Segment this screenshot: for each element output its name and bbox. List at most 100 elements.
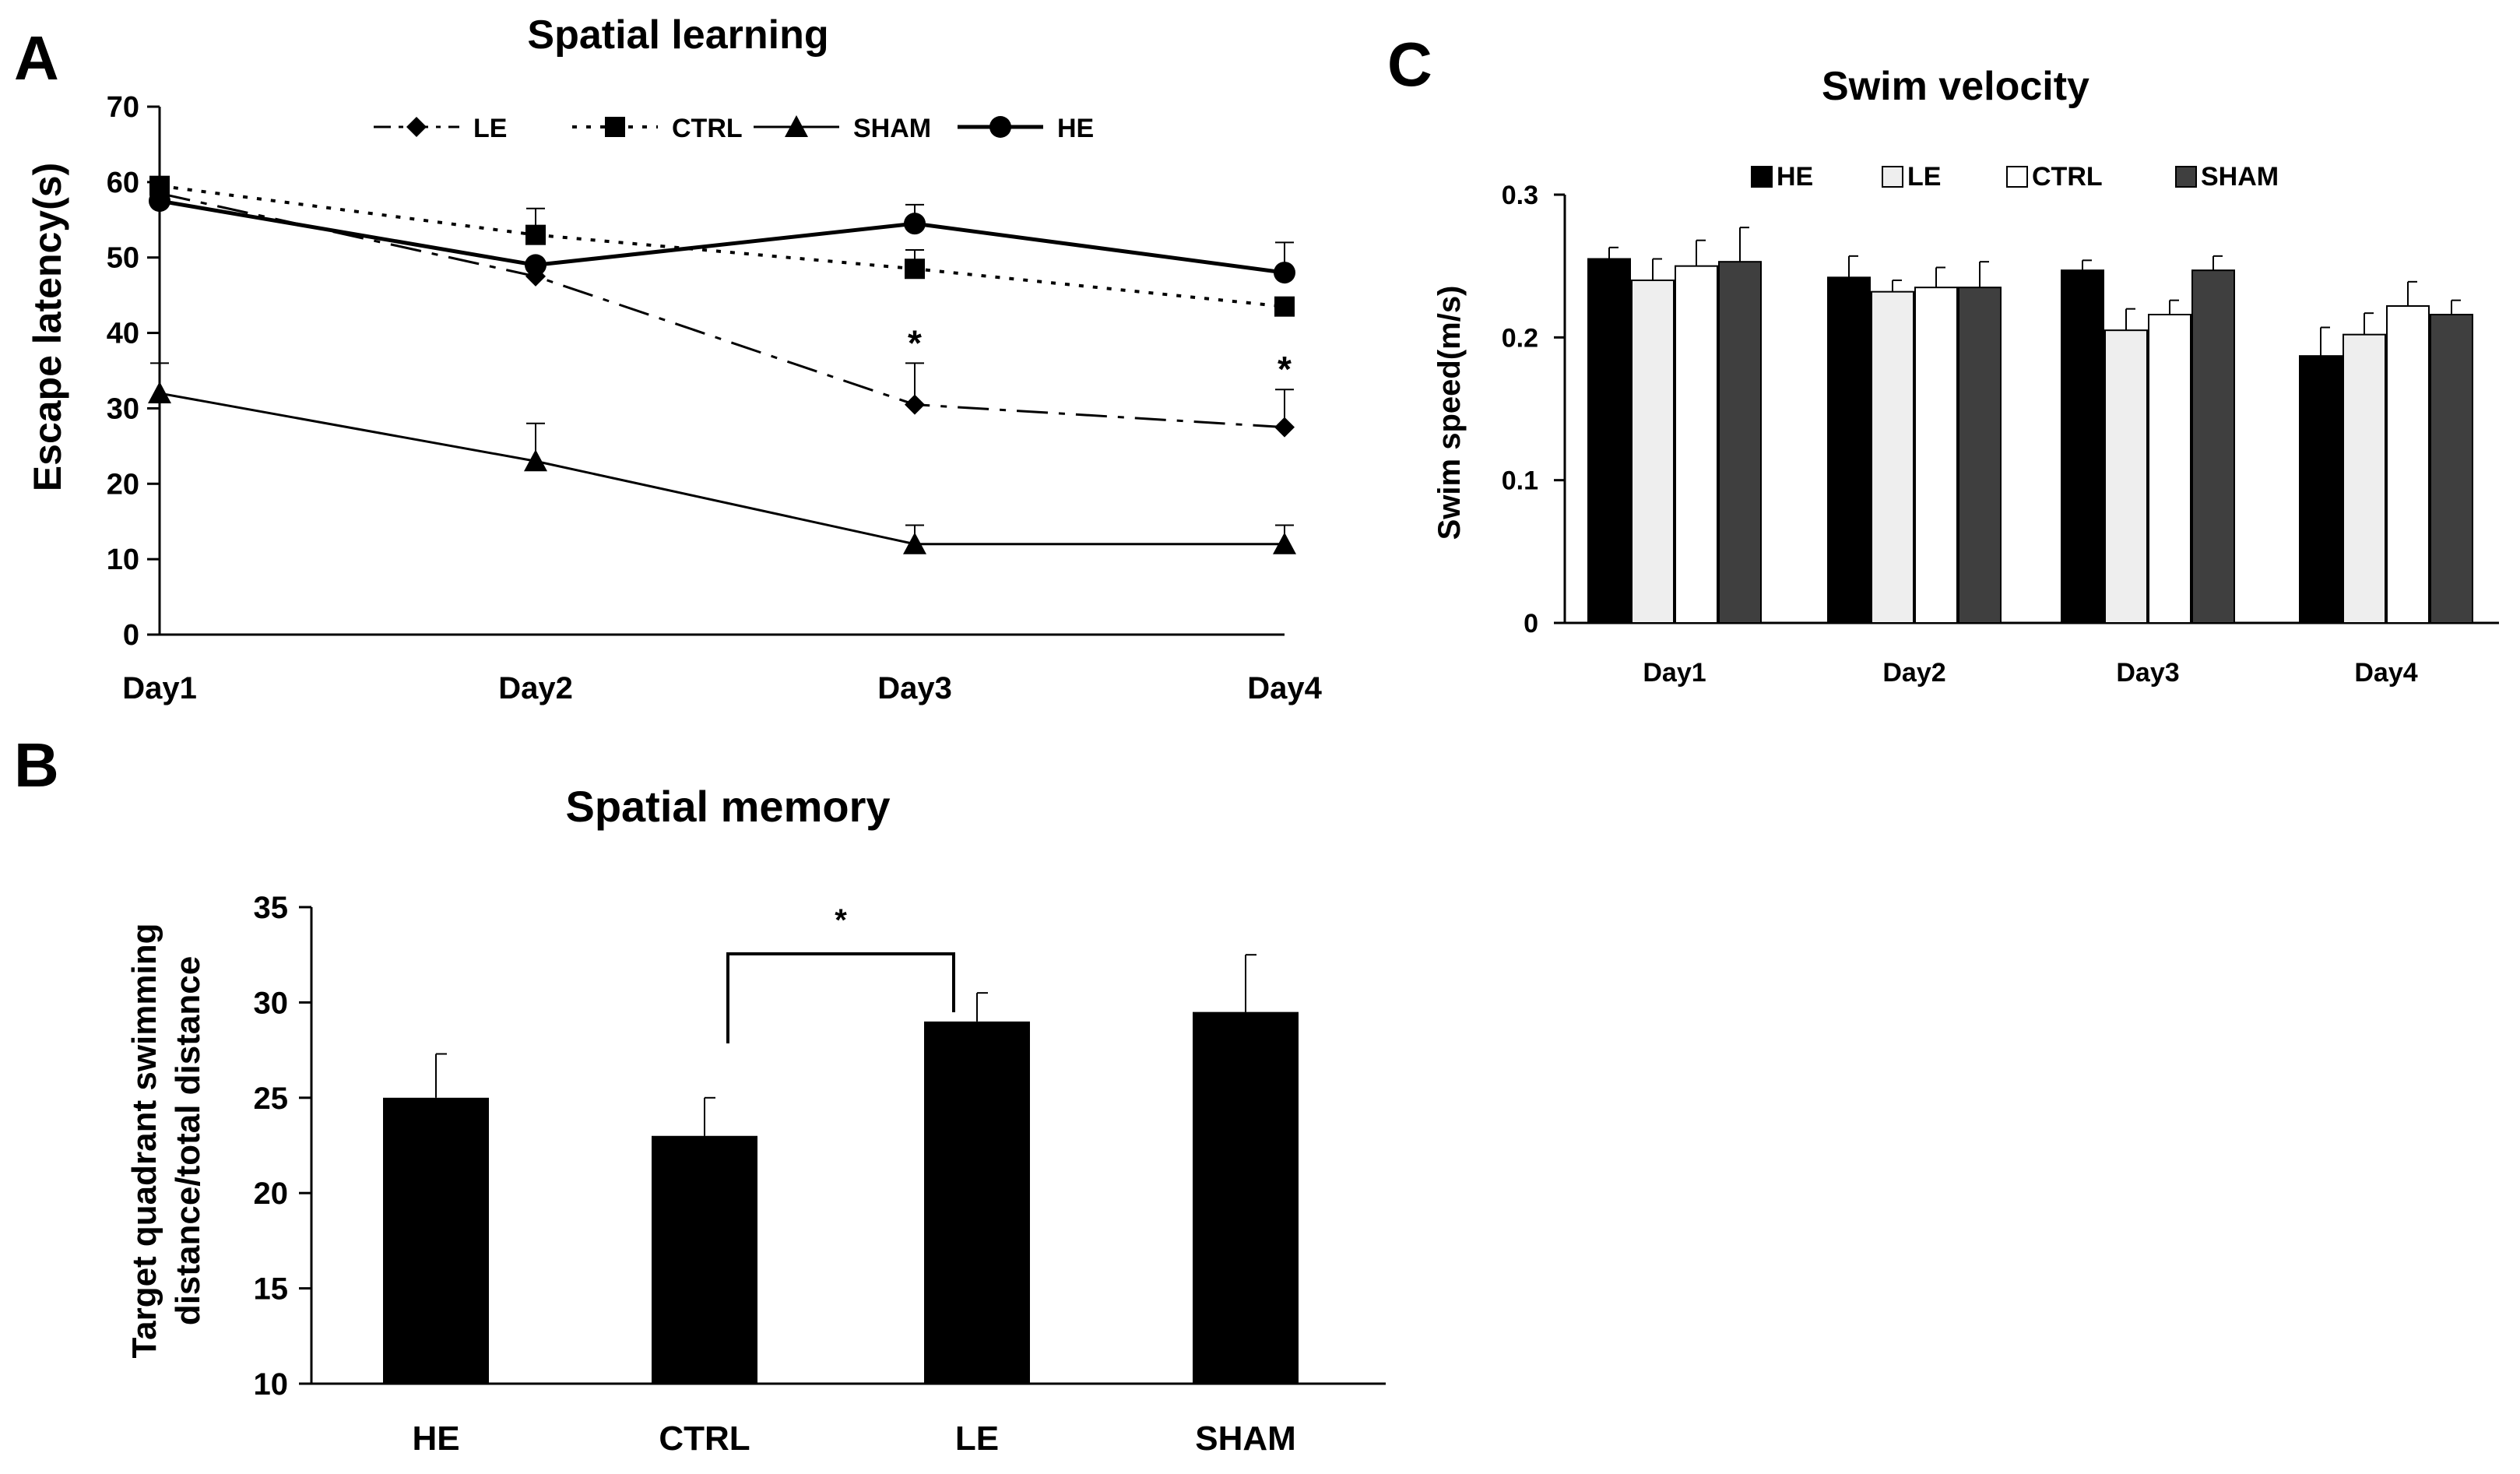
panel-a-series-ctrl-point: [905, 259, 925, 280]
panel-a-x-tick-label: Day4: [1247, 671, 1322, 705]
panel-a-series-sham-point: [524, 449, 547, 472]
panel-b-y-tick-label: 25: [254, 1082, 289, 1116]
panel-c-legend: HE LE CTRL SHAM: [1751, 162, 2279, 192]
panel-c-y-tick-label: 0.1: [1502, 466, 1538, 496]
panel-b-bar-he: [383, 1097, 489, 1384]
panel-a-legend-ctrl-swatch-marker: [605, 117, 625, 137]
panel-c-bar-ctrl-day4: [2386, 305, 2430, 624]
panel-c-y-axis-label: Swim speed(m/s): [1432, 286, 1467, 540]
panel-b-y-ticks: 10 15 20 25 30 35: [254, 891, 311, 1402]
panel-a-x-tick-label: Day2: [498, 671, 573, 705]
panel-c-bar-sham-day3: [2191, 269, 2235, 624]
panel-b-y-axis-label-line2: distance/total distance: [169, 956, 207, 1325]
panel-c-bar-he-day1: [1587, 258, 1631, 624]
panel-c-bar-ctrl-day1: [1675, 265, 1718, 624]
panel-b-y-tick-label: 20: [254, 1177, 289, 1211]
panel-b-significance-bracket: *: [726, 903, 955, 1043]
panel-a-legend-le-swatch-marker: [406, 117, 427, 137]
panel-a-legend-ctrl-label: CTRL: [672, 114, 743, 143]
panel-b-x-tick-label: SHAM: [1195, 1419, 1296, 1458]
panel-a-legend-he-label: HE: [1057, 114, 1094, 143]
panel-a-y-tick-label: 60: [107, 167, 139, 199]
panel-a-y-tick-label: 30: [107, 392, 139, 425]
panel-b-bar-ctrl: [652, 1135, 757, 1384]
panel-a-letter: A: [14, 23, 59, 93]
panel-a-series-ctrl-point: [525, 224, 546, 245]
panel-a-y-tick-label: 50: [107, 242, 139, 275]
panel-a-annotations: **: [908, 322, 1292, 389]
panel-b-y-tick-label: 30: [254, 986, 289, 1020]
panel-c-bar-sham-day2: [1958, 287, 2002, 624]
panel-a-series-le-point: [1274, 417, 1295, 438]
panel-a-series-he-point: [525, 254, 547, 276]
panel-a-line-chart: A Spatial learning Escape latency(s) 0 10…: [14, 12, 1323, 705]
panel-c-legend-sham-swatch: [2175, 166, 2197, 188]
panel-c-bar-he-day4: [2299, 355, 2343, 624]
panel-c-y-tick-label: 0.3: [1502, 181, 1538, 210]
panel-a-significance-asterisk: *: [908, 322, 922, 363]
panel-c-legend-he-label: HE: [1777, 162, 1813, 192]
panel-a-series: [148, 175, 1296, 554]
panel-c-letter: C: [1387, 30, 1432, 99]
panel-a-series-he-line: [159, 199, 1285, 275]
panel-a-legend-sham-label: SHAM: [853, 114, 931, 143]
panel-c-bar-ctrl-day2: [1914, 287, 1958, 624]
panel-c-legend-sham-label: SHAM: [2201, 162, 2279, 192]
panel-a-legend-he-swatch-marker: [989, 116, 1011, 138]
panel-a-series-he-point: [904, 213, 926, 235]
panel-c-bar-le-day4: [2343, 333, 2386, 624]
panel-b-x-tick-label: HE: [412, 1419, 459, 1458]
panel-b-bars: [383, 954, 1299, 1384]
panel-c-bar-le-day2: [1871, 290, 1914, 624]
panel-a-significance-asterisk: *: [1278, 349, 1292, 389]
panel-b-x-tick-label: CTRL: [659, 1419, 750, 1458]
panel-a-x-tick-label: Day3: [877, 671, 952, 705]
panel-b-x-tick-labels: HE CTRL LE SHAM: [412, 1419, 1295, 1458]
panel-c-y-ticks: 0 0.1 0.2 0.3: [1502, 181, 1565, 638]
panel-c-grouped-bar-chart: C Swim velocity Swim speed(m/s) 00.10.20…: [1387, 30, 2499, 688]
panel-c-y-tick-label: 0: [1524, 609, 1538, 638]
panel-c-bars: [1587, 227, 2473, 624]
panel-a-series-sham-point: [148, 382, 171, 404]
panel-a-y-tick-label: 70: [107, 91, 139, 124]
panel-a-x-tick-labels: Day1 Day2 Day3 Day4: [122, 671, 1322, 705]
panel-c-title: Swim velocity: [1822, 64, 2089, 109]
panel-b-bracket-line: [726, 952, 955, 1043]
panel-a-x-tick-label: Day1: [122, 671, 197, 705]
panel-a-y-tick-label: 40: [107, 318, 139, 350]
panel-c-bar-he-day2: [1827, 276, 1871, 624]
panel-c-bar-ctrl-day3: [2148, 314, 2191, 624]
panel-b-bar-chart: B Spatial memory Target quadrant swimmin…: [14, 730, 1386, 1458]
panel-b-letter: B: [14, 730, 59, 800]
panel-b-x-tick-label: LE: [955, 1419, 999, 1458]
panel-c-y-tick-label: 0.2: [1502, 323, 1538, 353]
panel-a-series-sham-line: [159, 392, 1285, 546]
panel-c-x-tick-label: Day4: [2354, 658, 2417, 688]
panel-c-bar-sham-day1: [1718, 261, 1762, 624]
panel-a-y-tick-label: 0: [123, 619, 139, 652]
panel-a-legend: LE CTRL SHAM HE: [374, 114, 1094, 143]
panel-a-y-tick-label: 20: [107, 468, 139, 501]
panel-c-bar-sham-day4: [2430, 314, 2473, 624]
panel-c-x-tick-labels: Day1 Day2 Day3 Day4: [1643, 658, 2417, 688]
panel-b-y-tick-label: 15: [254, 1272, 289, 1307]
panel-a-y-ticks: 0 10 20 30 40 50 60 70: [107, 91, 160, 652]
panel-b-y-tick-label: 35: [254, 891, 289, 925]
panel-c-legend-ctrl-label: CTRL: [2032, 162, 2103, 192]
panel-b-y-tick-label: 10: [254, 1367, 289, 1402]
panel-b-title: Spatial memory: [565, 782, 890, 831]
panel-c-x-tick-label: Day3: [2116, 658, 2179, 688]
panel-b-y-axis-label: Target quadrant swimming distance/total …: [125, 923, 207, 1358]
panel-c-bar-he-day3: [2061, 269, 2104, 624]
panel-a-series-sham-point: [1273, 532, 1296, 554]
panel-c-x-tick-label: Day2: [1882, 658, 1945, 688]
panel-a-series-le-point: [905, 394, 925, 415]
panel-a-series-sham-point: [903, 532, 926, 554]
panel-b-bar-le: [924, 1021, 1030, 1384]
panel-a-legend-sham-swatch-marker: [785, 115, 808, 137]
panel-a-series-ctrl-point: [1274, 296, 1295, 317]
panel-b-significance-asterisk: *: [835, 903, 847, 938]
panel-a-legend-le-label: LE: [473, 114, 507, 143]
panel-a-title: Spatial learning: [527, 12, 828, 58]
